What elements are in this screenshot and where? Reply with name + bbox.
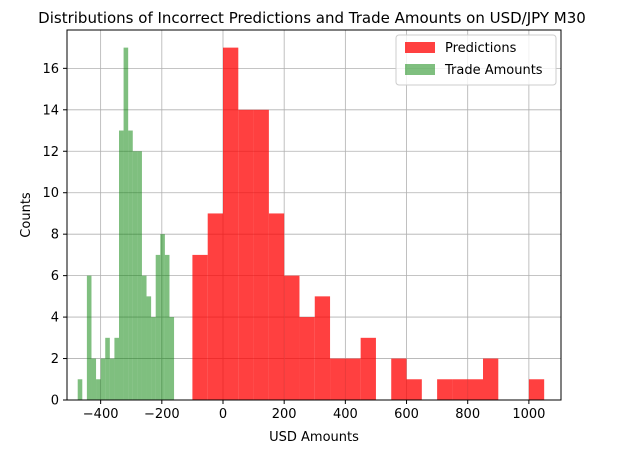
prediction-bar: [437, 379, 453, 400]
trade-amount-bar: [91, 358, 97, 400]
prediction-bar: [330, 358, 346, 400]
legend-box: [395, 34, 557, 86]
trade-amount-bar: [137, 151, 142, 400]
y-tick-label: 8: [51, 228, 59, 243]
x-axis-label: USD Amounts: [269, 430, 359, 445]
trade-amount-bar: [123, 47, 129, 400]
prediction-bar: [238, 109, 254, 400]
trade-amounts-bars: [77, 47, 175, 400]
prediction-bar: [268, 213, 285, 400]
trade-amount-bar: [169, 317, 175, 400]
prediction-bar: [207, 213, 223, 400]
legend-swatch-trade-amounts: [405, 64, 435, 75]
x-tick-label: 200: [272, 407, 297, 422]
chart-title: Distributions of Incorrect Predictions a…: [38, 9, 586, 27]
predictions-bars: [192, 47, 545, 400]
x-axis-ticks: −400 −200 0 200 400 600 800 1000: [83, 400, 545, 422]
trade-amount-bar: [86, 275, 92, 400]
prediction-bar: [314, 296, 331, 400]
trade-amount-bar: [146, 296, 152, 400]
prediction-bar: [391, 358, 407, 400]
legend-swatch-predictions: [405, 42, 435, 53]
x-tick-label: 0: [219, 407, 227, 422]
y-tick-label: 10: [42, 186, 59, 201]
prediction-bar: [467, 379, 483, 400]
prediction-bar: [284, 275, 300, 400]
trade-amount-bar: [160, 234, 165, 400]
prediction-bar: [360, 337, 376, 400]
y-tick-label: 4: [51, 311, 59, 326]
prediction-bar: [483, 358, 499, 400]
x-tick-label: −400: [83, 407, 119, 422]
y-tick-label: 14: [42, 103, 59, 118]
prediction-bar: [452, 379, 468, 400]
prediction-bar: [299, 317, 315, 400]
y-tick-label: 16: [42, 62, 59, 77]
trade-amount-bar: [155, 254, 161, 400]
y-axis-label: Counts: [19, 192, 34, 238]
prediction-bar: [406, 379, 422, 400]
legend: Predictions Trade Amounts: [395, 34, 557, 86]
x-tick-label: 600: [394, 407, 419, 422]
trade-amount-bar: [77, 379, 83, 400]
trade-amount-bar: [105, 337, 110, 400]
prediction-bar: [192, 254, 208, 400]
prediction-bar: [528, 379, 545, 400]
trade-amount-bar: [132, 151, 138, 400]
x-tick-label: 800: [455, 407, 480, 422]
legend-label-trade-amounts: Trade Amounts: [444, 63, 543, 78]
prediction-bar: [345, 358, 361, 400]
y-tick-label: 6: [51, 269, 59, 284]
y-tick-label: 12: [42, 145, 59, 160]
trade-amount-bar: [119, 130, 124, 400]
y-axis-ticks: 0 2 4 6 8 10 12 14 16: [42, 62, 67, 409]
prediction-bar: [223, 47, 239, 400]
plot-frame: [66, 29, 562, 401]
prediction-bar: [253, 109, 269, 400]
x-tick-label: 1000: [512, 407, 545, 422]
trade-amount-bar: [96, 379, 101, 400]
legend-label-predictions: Predictions: [445, 41, 517, 56]
trade-amount-bar: [100, 358, 106, 400]
trade-amount-bar: [141, 275, 147, 400]
y-tick-label: 0: [51, 394, 59, 409]
trade-amount-bar: [109, 358, 115, 400]
trade-amount-bar: [128, 130, 133, 400]
y-tick-label: 2: [51, 352, 59, 367]
trade-amount-bar: [164, 254, 170, 400]
trade-amount-bar: [114, 337, 119, 400]
x-tick-label: −200: [144, 407, 180, 422]
trade-amount-bar: [151, 317, 156, 400]
x-tick-label: 400: [333, 407, 358, 422]
